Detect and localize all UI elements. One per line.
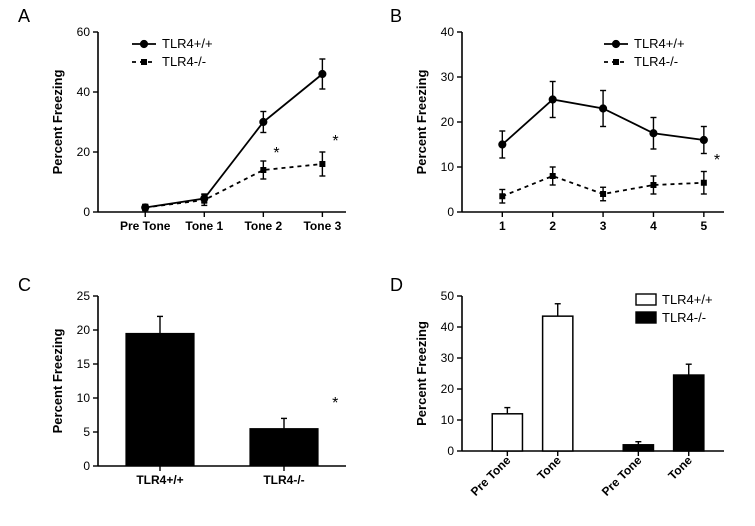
svg-text:0: 0 [447,205,454,219]
svg-text:0: 0 [83,459,90,473]
svg-text:TLR4-/-: TLR4-/- [662,310,706,325]
svg-text:*: * [332,395,338,412]
svg-text:TLR4-/-: TLR4-/- [263,473,304,487]
svg-text:3: 3 [600,219,607,233]
svg-text:TLR4-/-: TLR4-/- [162,54,206,69]
svg-text:Percent Freezing: Percent Freezing [50,70,65,175]
panel-a: 0 20 40 60 Pre Tone Tone 1 Tone 2 Tone 3 Percent… [40,14,370,254]
svg-text:TLR4-/-: TLR4-/- [634,54,678,69]
svg-text:1: 1 [499,219,506,233]
svg-text:5: 5 [83,425,90,439]
panel-b: 0 10 20 30 40 1 2 3 4 5 Percent Freezing * TLR4+/+ TL… [404,14,744,254]
svg-text:10: 10 [441,413,455,427]
panel-d-svg: 0 10 20 30 40 50 Percent Freezing Pre Tone Tone P… [404,286,744,518]
svg-text:20: 20 [441,382,455,396]
svg-text:*: * [273,145,279,162]
svg-text:40: 40 [441,25,455,39]
panel-c-svg: 0 5 10 15 20 25 Percent Freezing TLR4+/+ TLR4-/-… [40,286,370,518]
svg-text:Tone 3: Tone 3 [303,219,341,233]
svg-text:TLR4+/+: TLR4+/+ [162,36,213,51]
panel-d-label: D [390,275,403,296]
svg-text:Pre Tone: Pre Tone [120,219,171,233]
svg-text:Percent Freezing: Percent Freezing [414,321,429,426]
panel-d: 0 10 20 30 40 50 Percent Freezing Pre Tone Tone P… [404,286,744,518]
svg-text:10: 10 [77,391,91,405]
svg-text:0: 0 [83,205,90,219]
svg-text:15: 15 [77,357,91,371]
svg-text:TLR4+/+: TLR4+/+ [634,36,685,51]
svg-text:Pre Tone: Pre Tone [599,453,645,499]
svg-text:Tone 2: Tone 2 [244,219,282,233]
svg-text:0: 0 [447,444,454,458]
svg-text:20: 20 [77,145,91,159]
svg-text:4: 4 [650,219,657,233]
svg-text:Percent Freezing: Percent Freezing [50,329,65,434]
svg-text:Tone 1: Tone 1 [185,219,223,233]
panel-b-svg: 0 10 20 30 40 1 2 3 4 5 Percent Freezing * TLR4+/+ TL… [404,14,744,254]
svg-text:10: 10 [441,160,455,174]
panel-a-label: A [18,6,30,27]
svg-text:Pre Tone: Pre Tone [468,453,514,499]
svg-text:2: 2 [549,219,556,233]
svg-text:25: 25 [77,289,91,303]
svg-text:50: 50 [441,289,455,303]
svg-text:TLR4+/+: TLR4+/+ [662,292,713,307]
svg-text:*: * [332,133,338,150]
panel-c-label: C [18,275,31,296]
panel-b-label: B [390,6,402,27]
svg-text:30: 30 [441,351,455,365]
svg-text:Percent Freezing: Percent Freezing [414,70,429,175]
svg-text:30: 30 [441,70,455,84]
svg-text:40: 40 [77,85,91,99]
svg-text:5: 5 [701,219,708,233]
svg-text:*: * [714,152,720,169]
svg-text:Tone: Tone [534,453,564,483]
svg-text:20: 20 [441,115,455,129]
svg-text:TLR4+/+: TLR4+/+ [136,473,183,487]
svg-text:Tone: Tone [665,453,695,483]
svg-text:20: 20 [77,323,91,337]
svg-text:60: 60 [77,25,91,39]
figure-root: A B C D 0204060Pre ToneTone 1Tone 2Tone … [0,0,755,526]
panel-c: 0 5 10 15 20 25 Percent Freezing TLR4+/+ TLR4-/-… [40,286,370,518]
panel-a-svg: 0 20 40 60 Pre Tone Tone 1 Tone 2 Tone 3 Percent… [40,14,370,254]
svg-text:40: 40 [441,320,455,334]
